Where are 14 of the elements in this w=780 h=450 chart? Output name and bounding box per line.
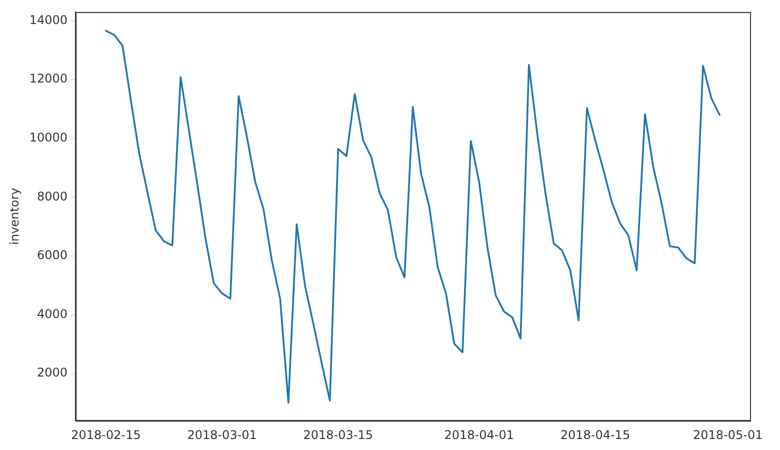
x-tick-label: 2018-04-01 (444, 428, 514, 442)
x-tick-label: 2018-03-01 (187, 428, 257, 442)
y-tick-label: 4000 (37, 306, 68, 321)
y-tick-label: 14000 (29, 12, 68, 27)
x-tick-label: 2018-05-01 (693, 428, 763, 442)
y-tick-label: 12000 (29, 72, 68, 86)
y-tick-label: 6000 (37, 248, 68, 262)
y-tick-label: 2000 (37, 366, 68, 380)
y-tick-label: 10000 (29, 130, 68, 145)
x-tick-label: 2018-03-15 (303, 428, 374, 442)
y-tick-label: 8000 (37, 189, 68, 204)
x-tick-label: 2018-02-15 (71, 428, 141, 442)
y-axis-title: inventory (7, 188, 22, 245)
x-tick-label: 2018-04-15 (560, 428, 630, 442)
